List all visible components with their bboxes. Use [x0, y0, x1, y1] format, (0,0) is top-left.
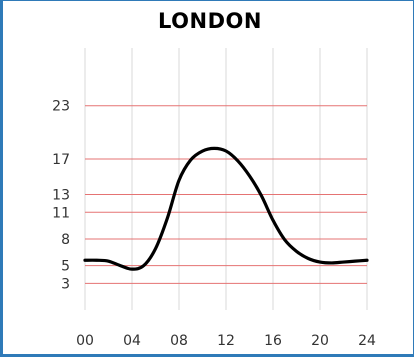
x-tick-label: 24: [358, 333, 376, 349]
y-tick-label: 13: [52, 188, 70, 204]
y-tick-label: 17: [52, 152, 70, 168]
y-tick-label: 23: [52, 99, 70, 115]
y-tick-label: 3: [61, 276, 70, 292]
x-tick-label: 20: [311, 333, 329, 349]
x-tick-label: 08: [170, 333, 188, 349]
series-line: [83, 146, 369, 271]
y-tick-label: 8: [61, 232, 70, 248]
x-tick-label: 00: [76, 333, 94, 349]
y-tick-label: 11: [52, 205, 70, 221]
chart-title: LONDON: [158, 9, 262, 33]
x-tick-label: 04: [123, 333, 141, 349]
y-tick-label: 5: [61, 259, 70, 275]
x-tick-label: 12: [217, 333, 235, 349]
x-tick-label: 16: [264, 333, 282, 349]
